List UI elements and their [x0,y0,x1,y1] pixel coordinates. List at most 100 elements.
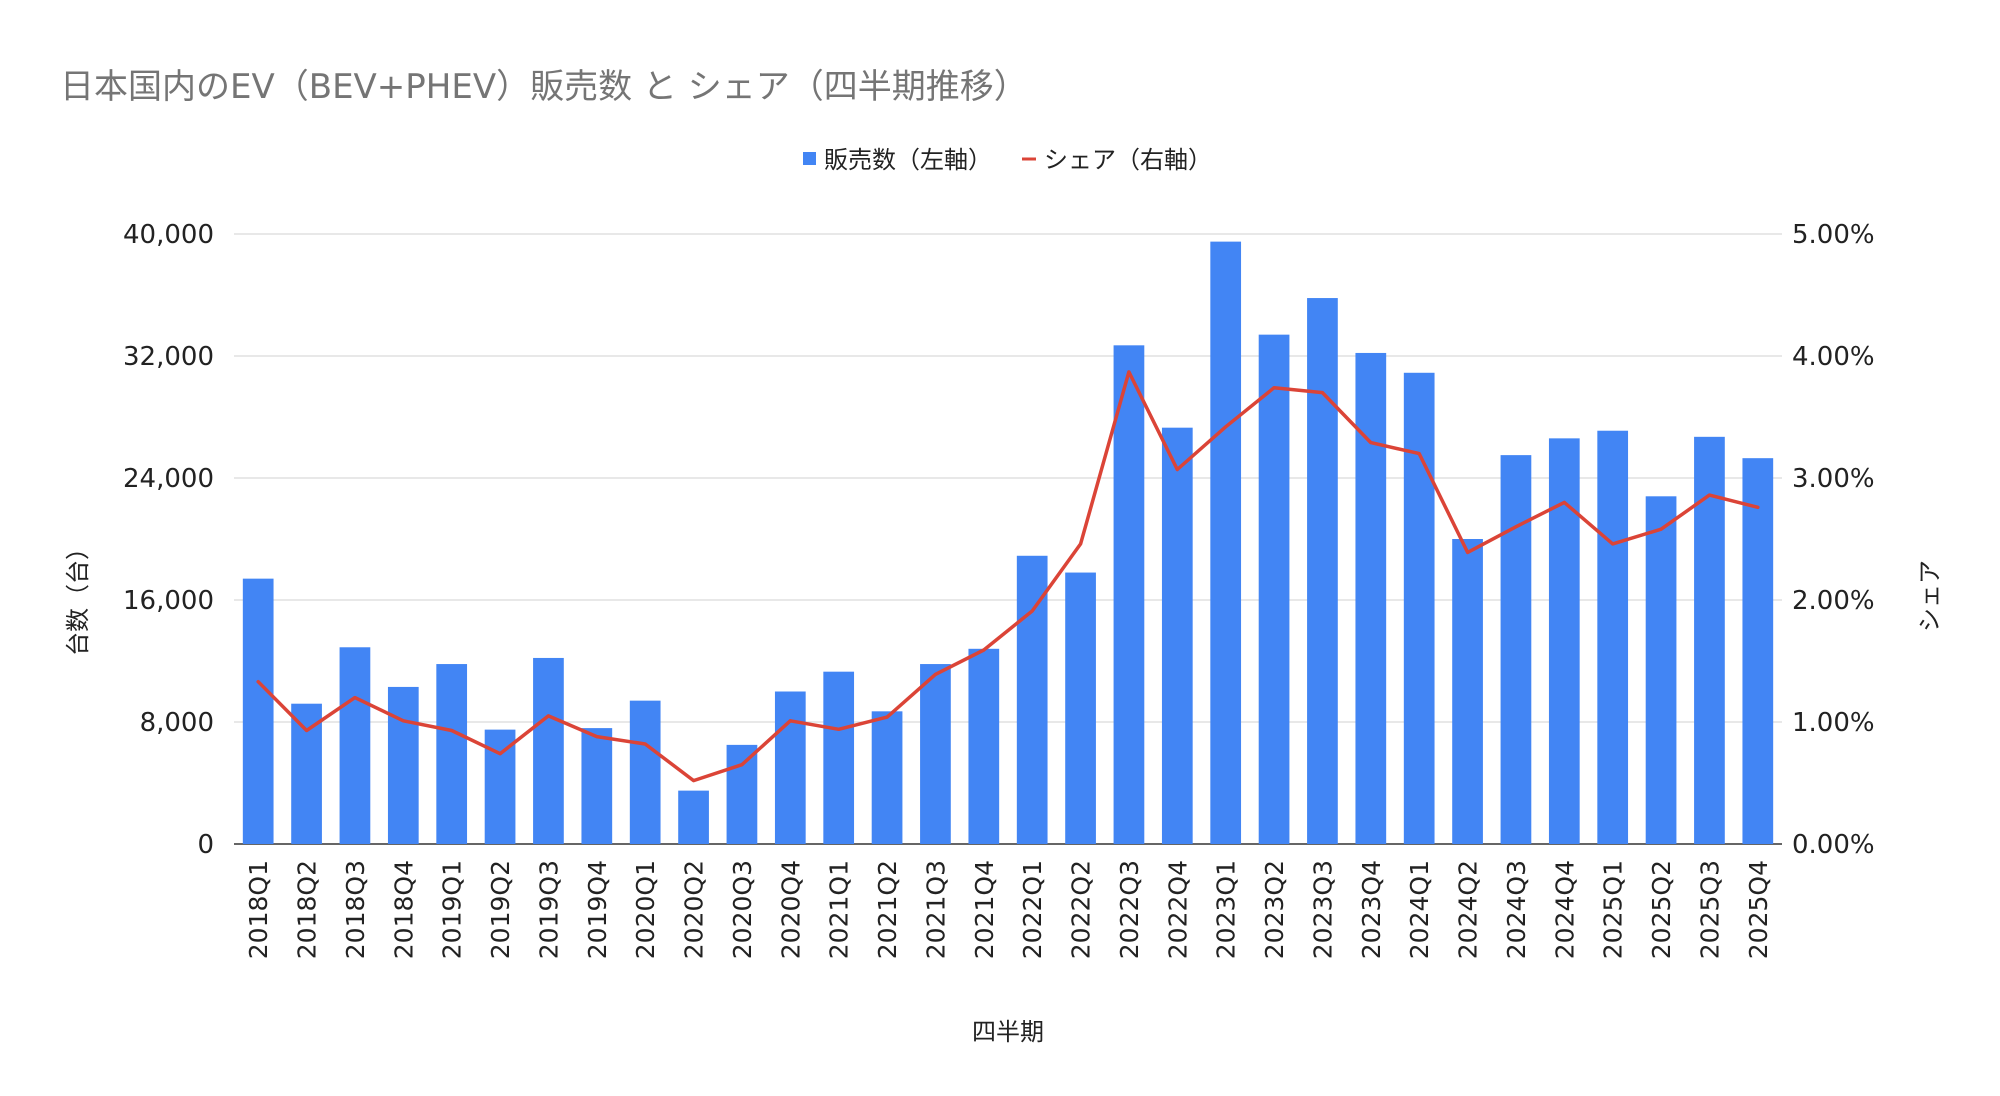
bar [1161,427,1193,844]
bar [1597,430,1629,844]
y-tick-label: 8,000 [140,708,214,738]
y-tick-label: 32,000 [123,342,214,372]
line-point [256,680,260,684]
bar [533,657,564,844]
x-tick-label: 2021Q1 [825,860,854,959]
bar [242,578,274,844]
x-tick-label: 2025Q2 [1647,860,1676,959]
line-point [1272,386,1276,390]
line-point [1175,467,1179,471]
line-point [1562,500,1566,504]
legend-label-line: シェア（右軸） [1044,146,1212,174]
y-tick-label: 0 [197,830,214,860]
line-point [1369,441,1373,445]
x-tick-label: 2019Q3 [534,860,563,959]
legend-label-bars: 販売数（左軸） [824,146,992,174]
x-tick-label: 2024Q1 [1405,860,1434,959]
line-point [1466,550,1470,554]
y2-tick-label: 1.00% [1792,708,1875,738]
x-tick-label: 2022Q4 [1163,860,1192,959]
line-point [498,752,502,756]
x-tick-label: 2023Q1 [1212,860,1241,959]
x-tick-label: 2025Q1 [1599,860,1628,959]
line-point [353,696,357,700]
bar [1452,539,1483,844]
bar [678,790,709,844]
x-tick-label: 2019Q4 [583,860,612,959]
x-axis-title: 四半期 [972,1018,1044,1046]
line-point [788,719,792,723]
line-point [1659,527,1663,531]
line-point [885,715,889,719]
bar [1210,241,1242,844]
x-tick-label: 2024Q2 [1454,860,1483,959]
y-tick-label: 16,000 [123,586,214,616]
y2-tick-label: 3.00% [1792,464,1875,494]
x-tick-label: 2025Q3 [1695,860,1724,959]
line-point [740,763,744,767]
legend: 販売数（左軸） シェア（右軸） [803,146,1212,174]
x-tick-label: 2020Q2 [680,860,709,959]
bar [387,686,419,844]
bar [1694,436,1725,844]
y2-tick-label: 5.00% [1792,220,1875,250]
x-tick-label: 2018Q2 [293,860,322,959]
bar [1645,496,1677,844]
line-point [1127,370,1131,374]
line-point [933,672,937,676]
bar [1113,345,1145,844]
x-tick-label: 2020Q3 [728,860,757,959]
line-point [595,735,599,739]
x-tick-label: 2023Q2 [1260,860,1289,959]
x-tick-label: 2018Q1 [244,860,273,959]
y-axis-left: 0 8,000 16,000 24,000 32,000 40,000 [123,220,214,860]
x-tick-label: 2022Q2 [1067,860,1096,959]
line-point [305,729,309,733]
bar [339,647,371,844]
line-point [546,714,550,718]
x-tick-label: 2022Q3 [1115,860,1144,959]
y2-axis-title: シェア [1916,560,1944,632]
x-tick-label: 2019Q1 [438,860,467,959]
x-tick-label: 2023Q4 [1357,860,1386,959]
line-point [643,742,647,746]
bar [1258,334,1290,844]
bar [436,664,468,844]
line-point [450,729,454,733]
line-point [1417,452,1421,456]
line-point [1756,505,1760,509]
line-point [1707,493,1711,497]
y2-tick-label: 0.00% [1792,830,1875,860]
x-tick-label: 2019Q2 [486,860,515,959]
bar [1742,458,1774,844]
line-point [982,648,986,652]
bar [1307,298,1338,844]
bar [920,664,951,844]
line-point [837,727,841,731]
y-axis-right: 0.00% 1.00% 2.00% 3.00% 4.00% 5.00% [1792,220,1875,860]
line-point [1224,425,1228,429]
x-tick-label: 2025Q4 [1744,860,1773,959]
x-tick-label: 2021Q4 [970,860,999,959]
bar [726,744,758,844]
bar [1355,352,1387,844]
legend-swatch-bars [803,152,816,165]
bar-series [242,241,1774,844]
line-point [1514,525,1518,529]
y2-tick-label: 4.00% [1792,342,1875,372]
line-point [692,779,696,783]
line-point [1030,609,1034,613]
x-tick-label: 2021Q3 [921,860,950,959]
y-axis-title: 台数（台） [64,536,92,656]
x-tick-label: 2018Q4 [389,860,418,959]
x-tick-label: 2024Q4 [1550,860,1579,959]
y-tick-label: 40,000 [123,220,214,250]
x-tick-label: 2021Q2 [873,860,902,959]
bar [871,711,903,844]
x-axis: 2018Q1 2018Q2 2018Q3 2018Q4 2019Q1 2019Q2 2019… [244,860,1773,959]
bar [291,703,322,844]
x-tick-label: 2024Q3 [1502,860,1531,959]
bar [629,700,661,844]
